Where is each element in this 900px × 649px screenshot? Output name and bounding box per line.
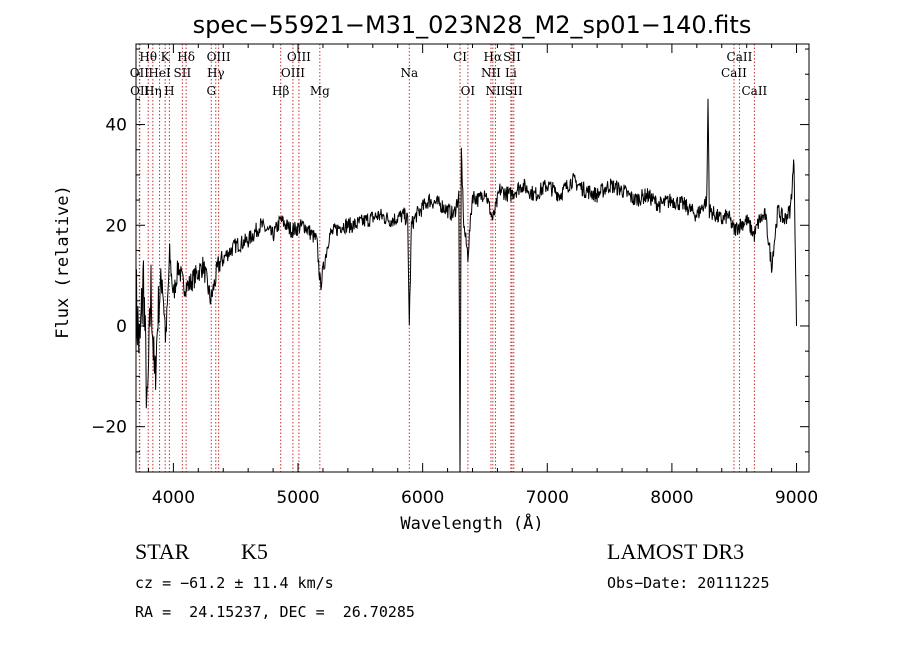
object-subclass: K5 [241, 539, 268, 564]
survey-name: LAMOST DR3 [607, 539, 745, 564]
y-axis-label: Flux (relative) [53, 185, 73, 339]
spectral-line-label: Hγ [207, 66, 225, 80]
x-tick-label: 4000 [152, 488, 195, 508]
spectral-line-label: CaII [741, 84, 767, 98]
spectral-line-label: NII [481, 66, 501, 80]
y-tick-label: 0 [116, 317, 127, 337]
x-tick-label: 7000 [526, 488, 569, 508]
spectral-line-label: Mg [310, 84, 330, 98]
spectral-line-label: G [206, 84, 216, 98]
spectral-line-label: Hη [144, 84, 162, 98]
spectrum-line [135, 98, 797, 473]
spectral-line-label: Hα [484, 50, 503, 64]
spectral-line-label: HeI [148, 66, 171, 80]
spectral-line-label: K [161, 50, 171, 64]
spectral-line-label: Li [505, 66, 517, 80]
spectral-line-label: OI [461, 84, 476, 98]
y-axis-ticks: −20 0 20 40 [91, 48, 809, 453]
x-tick-label: 6000 [401, 488, 444, 508]
spectral-line-label: CaII [721, 66, 747, 80]
spectral-line-label: Hθ [139, 50, 157, 64]
spectral-line-label: OIII [281, 66, 305, 80]
spectral-line-label: Hβ [272, 84, 289, 98]
spectral-line-label: OII [130, 84, 150, 98]
y-tick-label: 40 [105, 116, 127, 136]
object-class: STAR [135, 539, 190, 564]
x-tick-label: 8000 [650, 488, 693, 508]
spectral-line-label: SII [174, 66, 192, 80]
spectral-line-label: CaII [727, 50, 753, 64]
spectral-line-label: OII [130, 66, 150, 80]
spectral-line-label: Hδ [177, 50, 195, 64]
x-tick-label: 9000 [775, 488, 818, 508]
redshift-text: cz = −61.2 ± 11.4 km/s [135, 574, 334, 592]
spectral-line-label: SII [503, 50, 521, 64]
x-axis-label: Wavelength (Å) [400, 512, 543, 534]
x-tick-label: 5000 [276, 488, 319, 508]
spectral-line-label: Na [400, 66, 418, 80]
spectral-line-label: H [164, 84, 174, 98]
y-tick-label: 20 [105, 216, 127, 236]
y-tick-label: −20 [91, 418, 127, 438]
x-axis-ticks: 4000 5000 6000 7000 8000 9000 [147, 44, 818, 508]
spectral-line-label: OIII [207, 50, 231, 64]
spectral-line-label: CI [453, 50, 467, 64]
spectral-line-label: NII [485, 84, 505, 98]
spectral-line-markers [138, 44, 755, 472]
chart-title: spec−55921−M31_023N28_M2_sp01−140.fits [193, 11, 752, 39]
coordinates: RA = 24.15237, DEC = 26.70285 [135, 603, 415, 621]
obs-date: Obs−Date: 20111225 [607, 574, 770, 592]
spectral-line-label: OIII [287, 50, 311, 64]
spectral-line-label: SII [505, 84, 523, 98]
